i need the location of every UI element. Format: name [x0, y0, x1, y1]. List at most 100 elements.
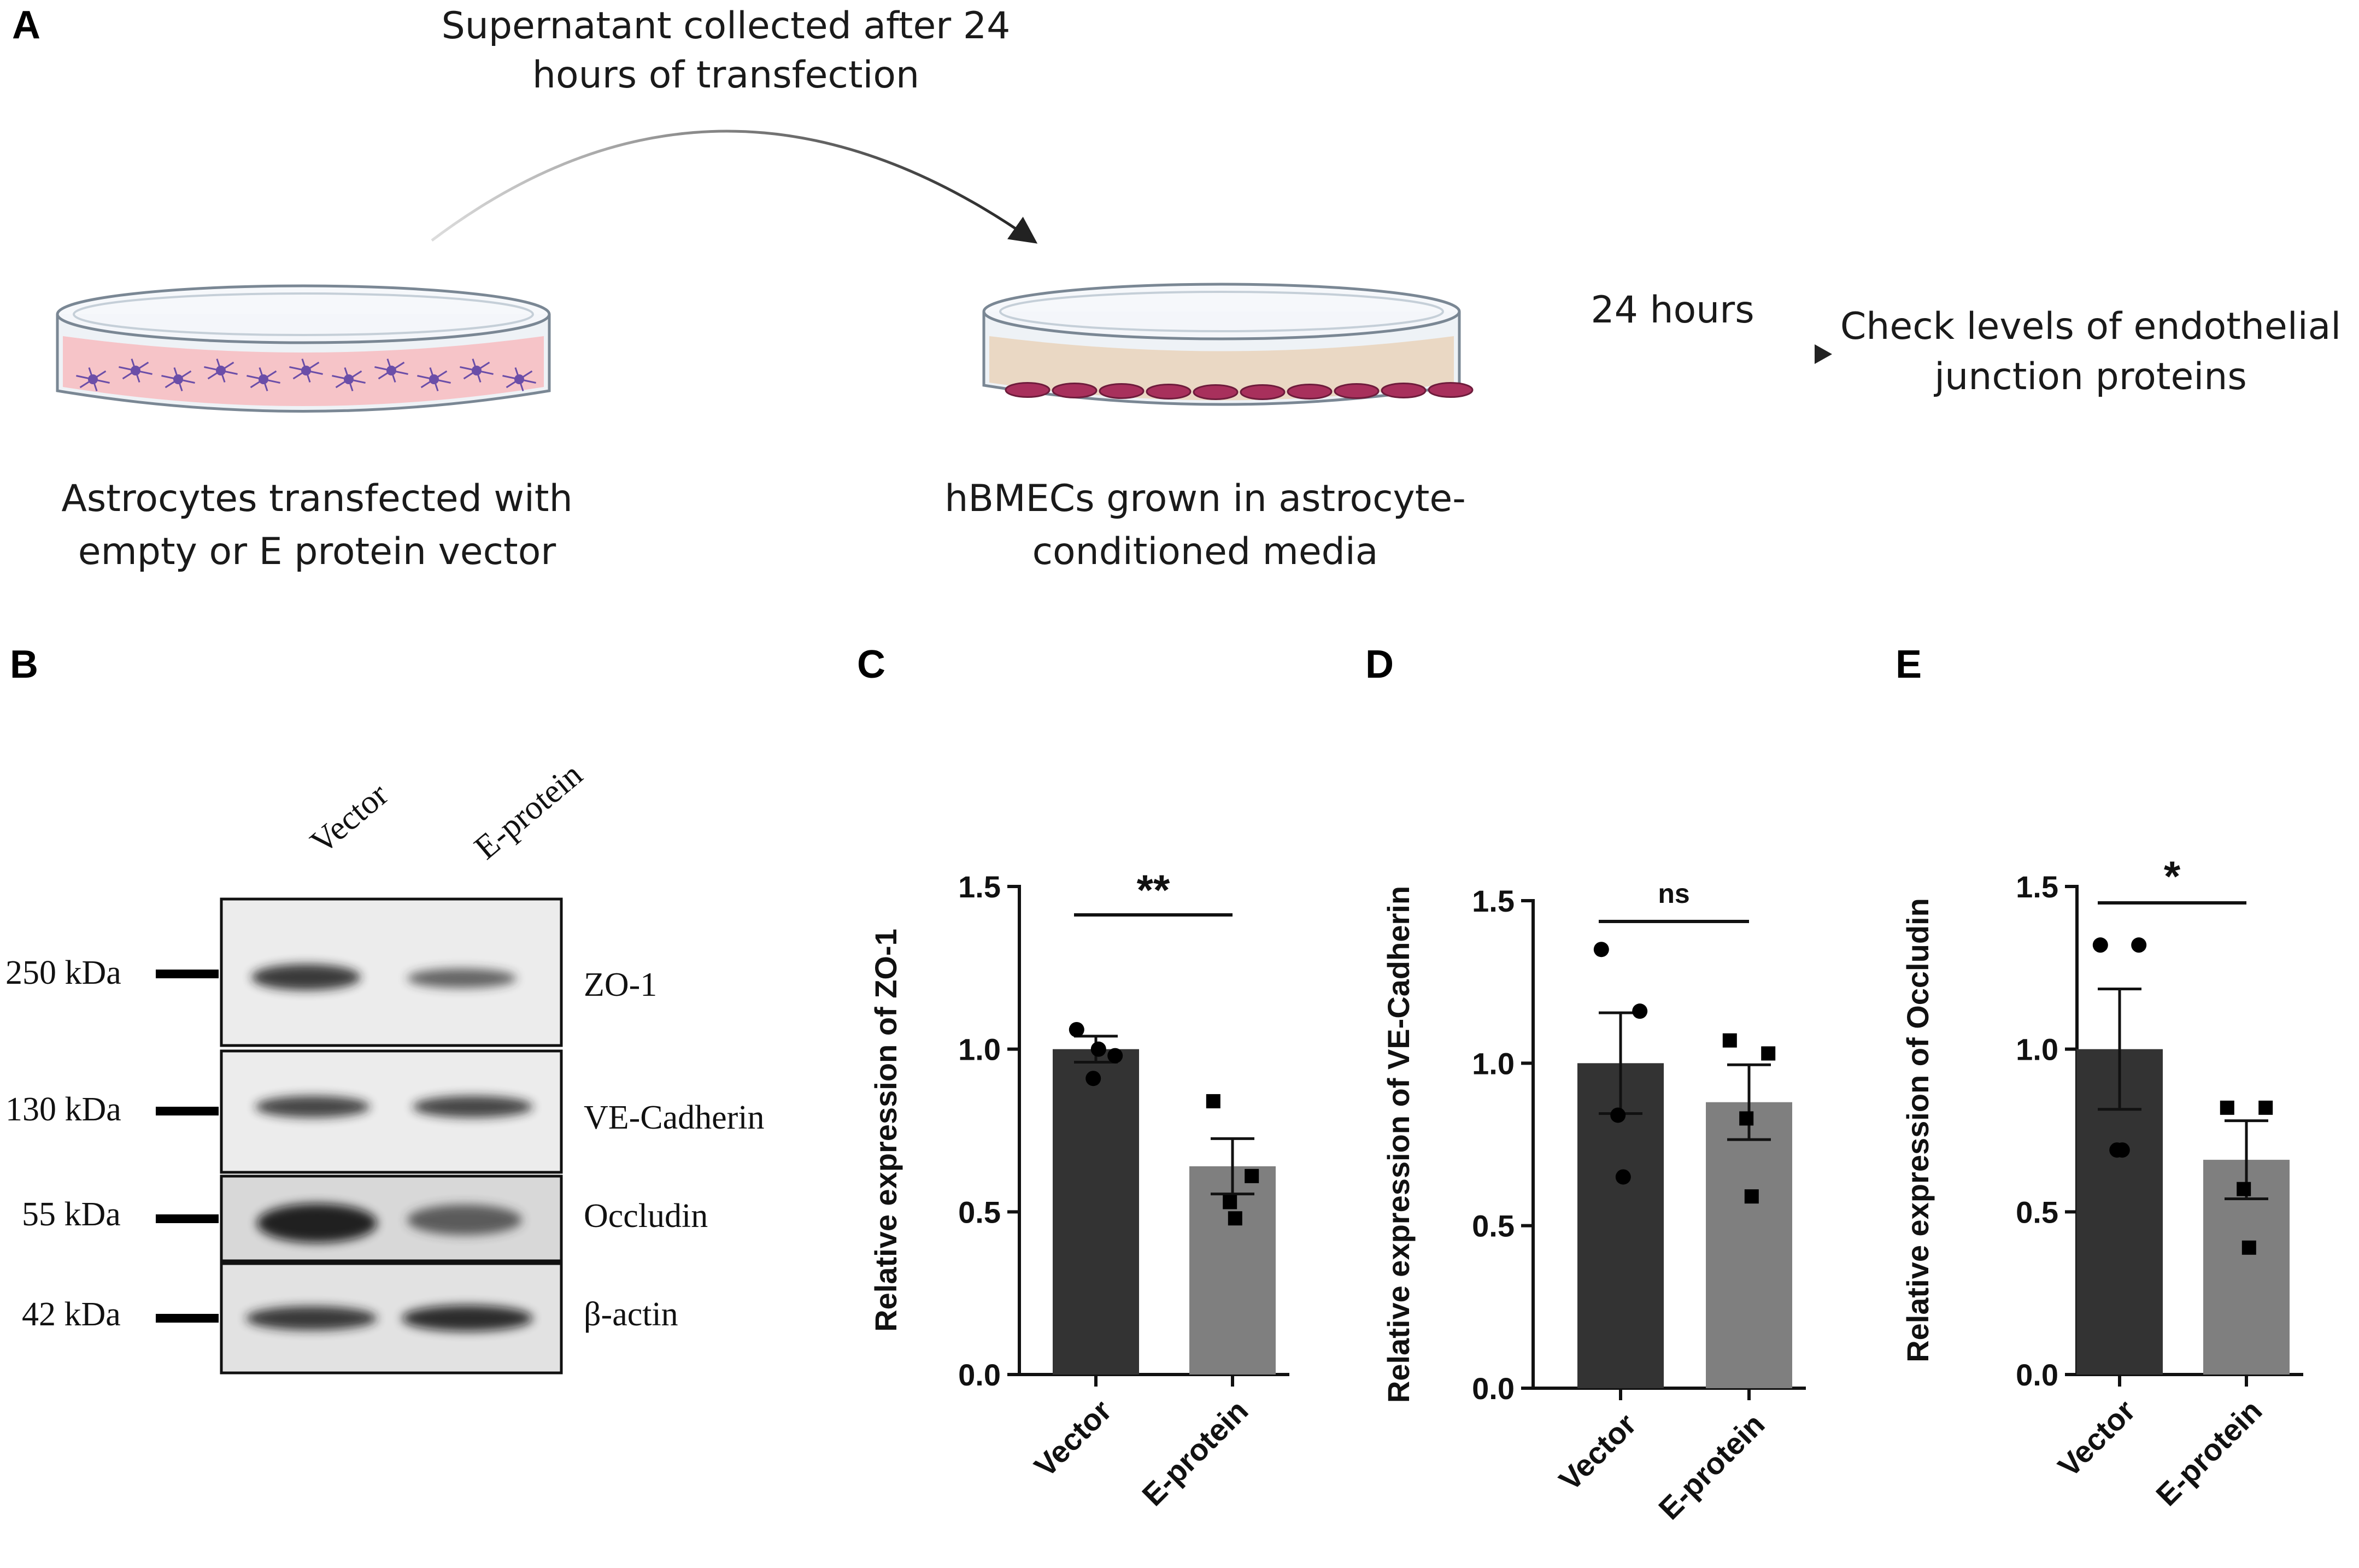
western-blot — [220, 897, 563, 1375]
x-tick-label-vector: Vector — [1028, 1393, 1118, 1484]
hbmec-cell — [1193, 384, 1239, 400]
band — [255, 1096, 370, 1118]
y-tick-label: 0.5 — [958, 1195, 1001, 1229]
data-point — [1085, 1071, 1101, 1087]
hbmec-cell — [1334, 383, 1380, 399]
marker-130: 130 kDa — [5, 1091, 121, 1128]
y-tick-label: 0.0 — [958, 1358, 1001, 1392]
supernatant-label-line1: Supernatant collected after 24 — [442, 4, 1011, 48]
panel-label-c: C — [857, 643, 885, 686]
band — [402, 1305, 533, 1331]
y-tick-label: 1.5 — [958, 870, 1001, 904]
lane-label-e-protein: E-protein — [467, 756, 589, 867]
data-point — [2220, 1100, 2234, 1115]
y-tick-label: 0.5 — [1472, 1209, 1515, 1243]
astrocyte-cell — [344, 374, 354, 384]
hbmec-cell — [1381, 383, 1427, 398]
data-point — [1722, 1033, 1737, 1048]
data-point — [2114, 1142, 2130, 1158]
data-point — [2258, 1100, 2273, 1115]
hbmec-cells — [1005, 382, 1474, 400]
significance-label: * — [2164, 852, 2181, 900]
y-axis-label: Relative expression of VE-Cadherin — [1381, 886, 1416, 1403]
x-tick-label-e-protein: E-protein — [1135, 1393, 1254, 1512]
data-point — [2237, 1182, 2251, 1196]
bar-chart-zo1: 0.0 0.5 1.0 1.5 Relative expression of ZO-1 V… — [869, 866, 1289, 1512]
y-axis-label: Relative expression of Occludin — [1900, 898, 1935, 1363]
panel-label-e: E — [1896, 643, 1922, 686]
x-tick-label-vector: Vector — [2051, 1393, 2142, 1484]
time-arrowhead — [1815, 344, 1832, 364]
data-point — [1090, 1041, 1106, 1057]
y-tick-label: 0.0 — [1472, 1371, 1515, 1406]
time-label: 24 hours — [1591, 289, 1754, 332]
protein-label-zo1: ZO-1 — [584, 966, 657, 1003]
hbmec-cell — [1099, 383, 1145, 399]
hbmec-cell — [1240, 384, 1286, 400]
astrocyte-cell — [216, 366, 226, 375]
astrocyte-cells — [76, 359, 536, 391]
astrocyte-cell — [429, 374, 439, 384]
protein-label-ve-cadherin: VE-Cadherin — [584, 1099, 765, 1136]
data-point — [1245, 1168, 1259, 1183]
y-tick-label: 0.0 — [2016, 1358, 2058, 1392]
outcome-line1: Check levels of endothelial — [1840, 305, 2341, 348]
astrocyte-cell — [88, 374, 98, 384]
band — [407, 968, 517, 988]
data-point — [1744, 1189, 1759, 1204]
transfer-arrow — [431, 130, 1038, 244]
y-axis-label: Relative expression of ZO-1 — [869, 929, 903, 1332]
data-point — [1615, 1169, 1631, 1185]
data-point — [1739, 1111, 1754, 1126]
data-point — [1107, 1048, 1123, 1064]
hbmec-media — [989, 336, 1454, 401]
astrocyte-cell — [131, 366, 140, 375]
band — [246, 1306, 377, 1330]
hbmec-cell — [1005, 382, 1051, 398]
y-tick-label: 1.5 — [2016, 870, 2058, 904]
x-tick-label-vector: Vector — [1552, 1407, 1643, 1497]
y-tick-label: 1.0 — [1472, 1046, 1515, 1080]
data-point — [1069, 1021, 1084, 1037]
data-point — [1593, 942, 1609, 958]
dish1-caption-line2: empty or E protein vector — [78, 530, 556, 573]
data-point — [2131, 937, 2147, 953]
data-point — [1610, 1107, 1626, 1123]
astrocyte-cell — [259, 374, 268, 384]
astrocyte-cell — [472, 366, 482, 375]
data-point — [1228, 1211, 1242, 1226]
outcome-line2: junction proteins — [1933, 355, 2247, 398]
panel-label-b: B — [10, 643, 38, 686]
hbmec-dish — [982, 283, 1474, 406]
x-tick-label-e-protein: E-protein — [1652, 1407, 1771, 1526]
bar-chart-ve-cadherin: 0.0 0.5 1.0 1.5 Relative expression of VE-Ca… — [1381, 878, 1806, 1526]
panel-label-d: D — [1365, 643, 1394, 686]
data-point — [1206, 1094, 1220, 1108]
data-point — [1632, 1003, 1648, 1019]
astrocyte-dish — [56, 284, 551, 413]
y-tick-label: 1.0 — [958, 1032, 1001, 1067]
marker-55: 55 kDa — [22, 1196, 121, 1233]
data-point — [1761, 1046, 1776, 1061]
band — [257, 1203, 377, 1243]
protein-label-occludin: Occludin — [584, 1197, 708, 1235]
astrocyte-cell — [301, 366, 311, 375]
bar-vector — [1053, 1049, 1139, 1375]
astrocyte-cell — [514, 374, 524, 384]
bar-e-protein — [1706, 1102, 1792, 1388]
protein-label-beta-actin: β-actin — [584, 1296, 678, 1333]
hbmec-cell — [1052, 383, 1098, 398]
astrocyte-cell — [386, 366, 396, 375]
y-tick-label: 1.5 — [1472, 884, 1515, 918]
y-tick-label: 0.5 — [2016, 1195, 2058, 1229]
hbmec-cell — [1428, 382, 1474, 398]
panel-label-a: A — [12, 3, 40, 47]
band — [251, 964, 361, 990]
astrocyte-cell — [173, 374, 183, 384]
data-point — [2092, 937, 2108, 953]
significance-label: ns — [1658, 878, 1689, 909]
significance-label: ** — [1137, 866, 1170, 914]
y-tick-label: 1.0 — [2016, 1032, 2058, 1067]
data-point — [2241, 1240, 2256, 1255]
